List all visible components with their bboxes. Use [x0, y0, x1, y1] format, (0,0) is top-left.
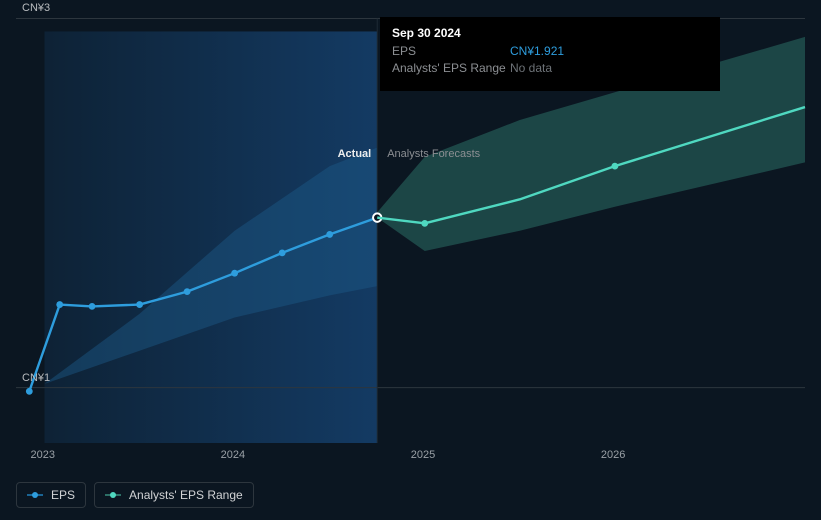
y-axis-label: CN¥3	[22, 2, 50, 14]
tooltip-label: Analysts' EPS Range	[392, 60, 510, 77]
x-axis-label: 2023	[31, 449, 55, 461]
chart-legend: EPS Analysts' EPS Range	[16, 482, 254, 508]
legend-label: Analysts' EPS Range	[129, 488, 243, 502]
legend-swatch-range	[105, 491, 121, 499]
tooltip-value: CN¥1.921	[510, 43, 564, 60]
tooltip-date: Sep 30 2024	[392, 25, 708, 42]
x-axis-label: 2026	[601, 449, 625, 461]
hover-tooltip: Sep 30 2024 EPS CN¥1.921 Analysts' EPS R…	[380, 17, 720, 91]
legend-item-eps[interactable]: EPS	[16, 482, 86, 508]
tooltip-row-eps: EPS CN¥1.921	[392, 43, 708, 60]
eps-forecast-chart: CN¥1 CN¥3 2023 2024 2025 2026 Actual Ana…	[0, 0, 821, 520]
tooltip-value: No data	[510, 60, 552, 77]
tooltip-label: EPS	[392, 43, 510, 60]
legend-item-range[interactable]: Analysts' EPS Range	[94, 482, 254, 508]
x-axis-label: 2024	[221, 449, 245, 461]
y-axis-label: CN¥1	[22, 372, 50, 384]
x-axis-label: 2025	[411, 449, 435, 461]
forecast-region-label: Analysts Forecasts	[387, 148, 480, 160]
actual-region-label: Actual	[327, 148, 371, 160]
legend-swatch-eps	[27, 491, 43, 499]
legend-label: EPS	[51, 488, 75, 502]
tooltip-row-range: Analysts' EPS Range No data	[392, 60, 708, 77]
